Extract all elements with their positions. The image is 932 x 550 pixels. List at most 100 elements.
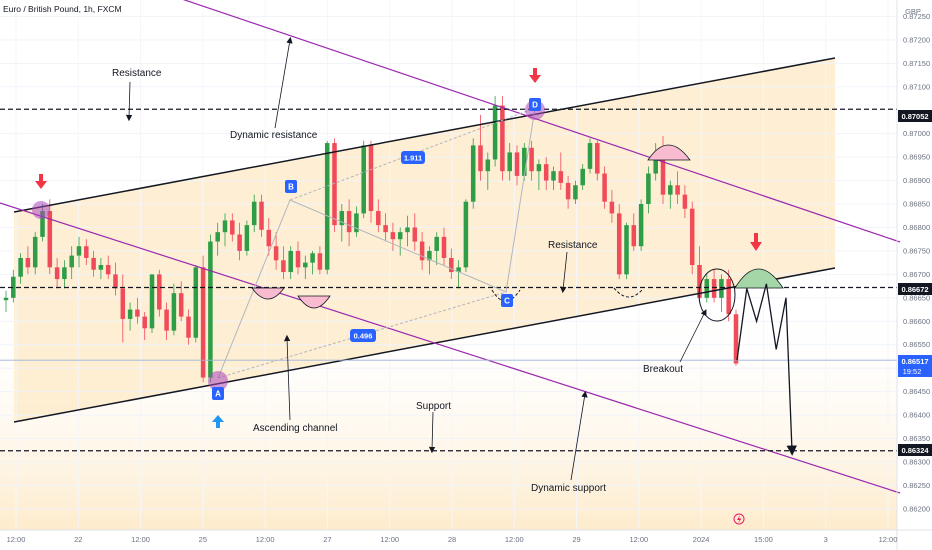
price-tick-label: 0.86800	[903, 223, 930, 232]
candle-body	[25, 257, 31, 268]
time-tick-label: 12:00	[629, 535, 648, 544]
tradingview-flash-icon[interactable]	[733, 513, 745, 525]
time-tick-label: 12:00	[131, 535, 150, 544]
tag-resistance-text: 0.87052	[901, 112, 928, 121]
price-tick-label: 0.86400	[903, 411, 930, 420]
candle-body	[332, 143, 337, 226]
candle-body	[339, 211, 345, 226]
wave-d-text: D	[532, 101, 538, 110]
candle-body	[84, 246, 89, 258]
arrow-down-right	[750, 233, 762, 251]
price-tick-label: 0.87150	[903, 59, 930, 68]
candle-body	[543, 164, 549, 181]
label-ascending-channel: Ascending channel	[253, 423, 338, 434]
candle-body	[449, 257, 454, 273]
time-tick-label: 12:00	[7, 535, 26, 544]
wave-c-text: C	[504, 297, 510, 306]
time-axis[interactable]: 12:00 22 12:00 25 12:00 27 12:00 28 12:00 29 12:00…	[7, 535, 898, 544]
tag-current-price: 0.86517 19:52	[898, 355, 932, 377]
label-resistance-mid: Resistance	[548, 240, 598, 251]
candle-body	[317, 253, 323, 270]
pink-dome-3	[647, 144, 691, 161]
price-axis[interactable]: 0.87250 0.87200 0.87150 0.87100 0.87000 0.869…	[903, 12, 930, 513]
candle-body	[244, 225, 250, 251]
channel-upper-line	[13, 57, 836, 213]
candle-body	[303, 262, 308, 268]
candle-body	[266, 229, 272, 247]
price-tick-label: 0.86300	[903, 457, 930, 466]
green-dome	[734, 268, 784, 289]
ratio-badge-ab: 0.496	[350, 329, 376, 342]
candle-body	[98, 265, 104, 270]
candle-body	[208, 241, 213, 378]
candle-body	[149, 274, 155, 329]
candle-body	[193, 267, 199, 338]
price-tick-label: 0.86750	[903, 246, 930, 255]
tag-resistance-level: 0.87052	[898, 110, 932, 122]
candle-body	[113, 274, 118, 289]
time-tick-label: 12:00	[505, 535, 524, 544]
arrow-down-left	[35, 174, 47, 189]
candle-body	[127, 309, 133, 319]
tag-support-text: 0.86324	[901, 446, 929, 455]
label-dynamic-resistance: Dynamic resistance	[230, 130, 318, 141]
candle-body	[587, 143, 593, 169]
wave-a-text: A	[215, 390, 221, 399]
candle-body	[704, 279, 710, 298]
candle-body	[660, 152, 666, 195]
symbol-title: Euro / British Pound, 1h, FXCM	[3, 4, 122, 14]
candle-body	[11, 276, 16, 298]
arrow-down-top	[529, 68, 541, 83]
wave-badge-c: C	[501, 294, 513, 307]
candle-body	[638, 204, 644, 247]
price-tick-label: 0.87100	[903, 82, 930, 91]
candle-body	[653, 152, 658, 174]
candle-body	[427, 250, 432, 261]
candle-body	[492, 105, 498, 160]
candle-body	[376, 211, 381, 226]
candle-body	[157, 274, 162, 310]
candle-body	[624, 225, 629, 275]
candle-body	[18, 257, 23, 277]
leader-breakout	[679, 309, 707, 363]
candle-body	[573, 185, 578, 200]
touch-circle-left	[32, 201, 50, 219]
candle-body	[675, 185, 680, 195]
candle-body	[62, 267, 67, 280]
candle-body	[40, 211, 45, 237]
touch-circle-a	[208, 371, 228, 391]
candle-body	[711, 279, 717, 298]
candle-body	[668, 185, 673, 195]
leader-resistance-mid	[560, 251, 568, 294]
wave-badge-d: D	[529, 98, 541, 111]
candle-body	[507, 152, 512, 172]
candle-body	[69, 255, 74, 268]
candle-body	[522, 147, 527, 176]
pink-dome-1	[251, 287, 285, 300]
arrow-up-a	[212, 415, 224, 428]
candle-body	[361, 145, 366, 214]
candle-body	[120, 288, 126, 319]
candle-body	[412, 227, 418, 242]
tag-mid-text: 0.86672	[901, 285, 928, 294]
candle-body	[434, 236, 439, 251]
candle-body	[646, 173, 651, 205]
candle-body	[397, 232, 403, 240]
candle-body	[390, 232, 396, 240]
leader-support	[428, 411, 436, 454]
candle-body	[565, 182, 571, 200]
time-tick-label: 3	[824, 535, 828, 544]
candle-body	[324, 143, 330, 270]
price-tick-label: 0.86850	[903, 200, 930, 209]
candle-body	[273, 246, 279, 261]
price-tick-label: 0.86900	[903, 176, 930, 185]
candle-body	[164, 309, 169, 331]
candle-body	[368, 145, 374, 212]
candle-body	[47, 211, 53, 268]
candle-body	[186, 316, 191, 338]
candle-body	[295, 250, 301, 268]
time-tick-label: 28	[448, 535, 456, 544]
price-tick-label: 0.87000	[903, 129, 930, 138]
candle-body	[54, 267, 60, 280]
